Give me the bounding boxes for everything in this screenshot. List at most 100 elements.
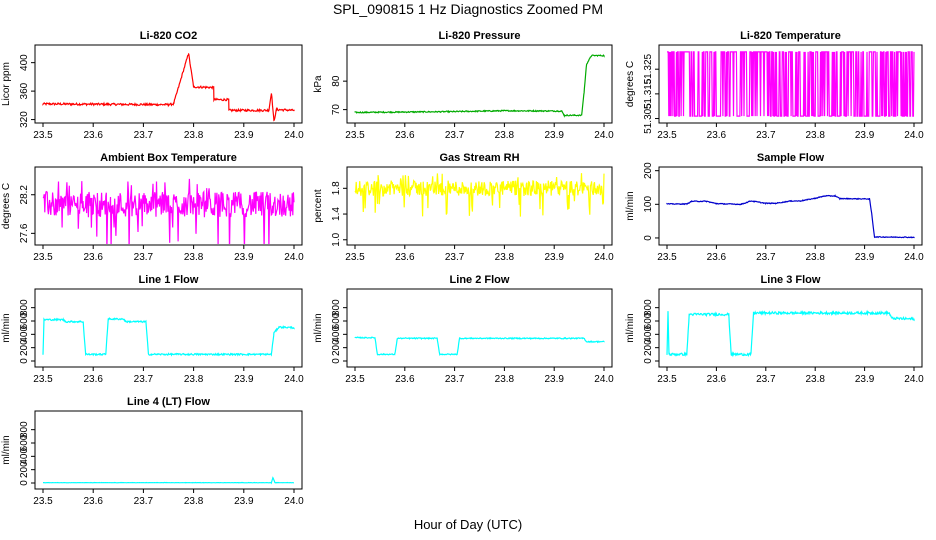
x-tick-label: 24.0 <box>594 252 614 263</box>
y-tick-label: 28.2 <box>19 185 30 205</box>
y-axis-label: kPa <box>313 75 324 93</box>
panel-title: Gas Stream RH <box>439 152 519 164</box>
x-tick-label: 23.9 <box>234 252 254 263</box>
y-tick-label: 600 <box>331 312 342 329</box>
y-tick-label: 51.325 <box>643 53 654 84</box>
panel-title: Line 2 Flow <box>450 274 510 286</box>
x-tick-label: 23.8 <box>495 252 515 263</box>
x-tick-label: 23.5 <box>657 130 677 141</box>
plot-frame <box>658 166 923 246</box>
y-tick-label: 200 <box>19 339 30 356</box>
x-tick-label: 23.9 <box>855 130 875 141</box>
x-tick-label: 23.6 <box>83 496 103 507</box>
x-tick-label: 23.9 <box>544 374 564 385</box>
plot-frame <box>34 410 303 490</box>
series-line <box>667 51 915 117</box>
panel-3: Ambient Box Temperature degrees C 23.5 23.6… <box>1 152 304 263</box>
y-tick-label: 200 <box>19 461 30 478</box>
y-axis-label: ml/min <box>625 191 636 220</box>
plot-frame <box>34 44 303 124</box>
y-tick-label: 27.6 <box>19 223 30 243</box>
plot-frame <box>346 288 613 368</box>
y-tick-label: 51.305 <box>643 103 654 134</box>
panel-2: Li-820 Temperature degrees C 23.5 23.6 23.7 2… <box>625 30 924 141</box>
x-tick-label: 23.9 <box>234 374 254 385</box>
panel-title: Line 1 Flow <box>139 274 199 286</box>
y-tick-label: 0 <box>643 235 654 241</box>
x-tick-label: 23.8 <box>805 252 825 263</box>
y-tick-label: 0 <box>19 480 30 486</box>
panel-9: Line 4 (LT) Flow ml/min 23.5 23.6 23.7 23.8 23… <box>1 396 304 507</box>
x-tick-label: 23.8 <box>184 252 204 263</box>
y-tick-label: 0 <box>19 358 30 364</box>
y-axis-label: degrees C <box>1 183 12 229</box>
series-line <box>42 317 295 357</box>
y-tick-label: 320 <box>19 111 30 128</box>
series-line <box>666 194 915 239</box>
panel-title: Sample Flow <box>757 152 825 164</box>
panel-title: Ambient Box Temperature <box>100 152 237 164</box>
plot-frame <box>34 288 303 368</box>
y-tick-label: 400 <box>643 326 654 343</box>
y-tick-label: 1.4 <box>331 207 342 221</box>
y-tick-label: 400 <box>19 326 30 343</box>
panel-5: Sample Flow ml/min 23.5 23.6 23.7 23.8 23.9 24.… <box>625 152 924 263</box>
x-tick-label: 23.9 <box>544 252 564 263</box>
panel-6: Line 1 Flow ml/min 23.5 23.6 23.7 23.8 23.9 24.… <box>1 274 304 385</box>
y-tick-label: 800 <box>643 299 654 316</box>
y-axis-label: ml/min <box>625 313 636 342</box>
x-tick-label: 23.5 <box>657 252 677 263</box>
x-tick-label: 23.7 <box>445 130 465 141</box>
panel-title: Li-820 CO2 <box>140 30 197 42</box>
figure-title: SPL_090815 1 Hz Diagnostics Zoomed PM <box>332 1 604 17</box>
x-tick-label: 23.6 <box>707 252 727 263</box>
y-tick-label: 400 <box>19 448 30 465</box>
y-tick-label: 400 <box>19 54 30 71</box>
y-tick-label: 800 <box>19 299 30 316</box>
plot-frame <box>658 288 923 368</box>
y-tick-label: 51.315 <box>643 78 654 109</box>
y-tick-label: 200 <box>643 162 654 179</box>
x-tick-label: 24.0 <box>594 374 614 385</box>
x-tick-label: 23.7 <box>134 374 154 385</box>
y-axis-label: percent <box>313 189 324 223</box>
x-tick-label: 24.0 <box>904 374 924 385</box>
x-tick-label: 24.0 <box>904 130 924 141</box>
x-tick-label: 23.8 <box>184 130 204 141</box>
x-tick-label: 24.0 <box>284 130 304 141</box>
panel-title: Li-820 Pressure <box>439 30 521 42</box>
y-tick-label: 600 <box>643 312 654 329</box>
x-tick-label: 23.6 <box>395 130 415 141</box>
series-line <box>42 178 295 244</box>
x-tick-label: 23.9 <box>544 130 564 141</box>
plot-frame <box>34 166 303 246</box>
x-tick-label: 23.5 <box>33 252 53 263</box>
plot-frame <box>346 44 613 124</box>
panel-1: Li-820 Pressure kPa 23.5 23.6 23.7 23.8 23.9 24… <box>313 30 614 141</box>
x-tick-label: 23.8 <box>184 374 204 385</box>
x-tick-label: 23.6 <box>395 374 415 385</box>
series-line <box>43 476 295 485</box>
x-tick-label: 24.0 <box>284 496 304 507</box>
x-tick-label: 24.0 <box>594 130 614 141</box>
x-tick-label: 23.5 <box>33 130 53 141</box>
x-tick-label: 23.6 <box>83 374 103 385</box>
plot-frame <box>658 44 923 124</box>
x-tick-label: 23.9 <box>234 130 254 141</box>
y-tick-label: 0 <box>643 358 654 364</box>
y-tick-label: 70 <box>331 104 342 116</box>
y-tick-label: 800 <box>19 421 30 438</box>
x-tick-label: 23.5 <box>345 374 365 385</box>
x-tick-label: 23.5 <box>33 374 53 385</box>
y-tick-label: 600 <box>19 434 30 451</box>
y-tick-label: 800 <box>331 299 342 316</box>
y-axis-label: ml/min <box>1 435 12 464</box>
y-axis-label: ml/min <box>1 313 12 342</box>
series-line <box>666 309 915 358</box>
x-tick-label: 23.7 <box>756 130 776 141</box>
panel-4: Gas Stream RH percent 23.5 23.6 23.7 23.8 23.9… <box>313 152 614 263</box>
x-tick-label: 24.0 <box>284 252 304 263</box>
x-tick-label: 23.9 <box>855 374 875 385</box>
x-tick-label: 24.0 <box>284 374 304 385</box>
